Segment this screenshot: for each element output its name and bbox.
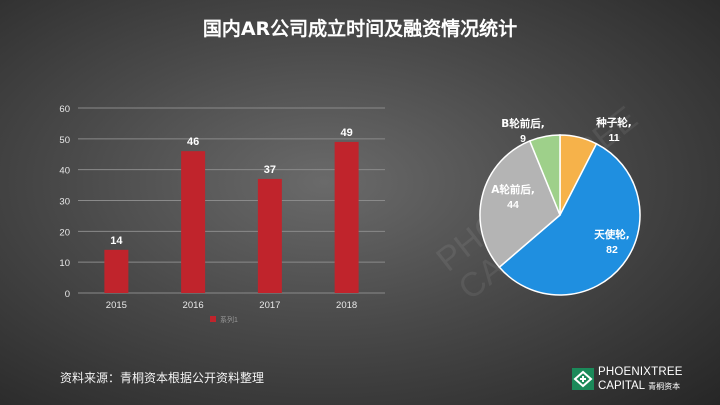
y-tick-label: 0	[65, 289, 70, 300]
x-tick-label: 2018	[336, 300, 357, 311]
pie-slice	[528, 134, 561, 216]
bar-value-label: 49	[341, 127, 353, 139]
x-tick-label: 2016	[183, 300, 204, 311]
bar-value-label: 46	[187, 136, 199, 148]
y-tick-label: 20	[59, 227, 70, 238]
pie-value-label: 9	[520, 133, 526, 145]
pie-label: 种子轮,	[595, 116, 632, 129]
legend-label: 系列1	[220, 315, 238, 324]
bar	[257, 178, 282, 293]
y-tick-label: 50	[59, 135, 70, 146]
bar-value-label: 37	[264, 164, 276, 176]
bar-value-label: 14	[110, 235, 123, 247]
y-tick-label: 10	[59, 258, 70, 269]
pie-value-label: 11	[608, 132, 619, 144]
bar	[181, 151, 206, 293]
pie-label: B轮前后,	[501, 117, 545, 130]
pie-label: 天使轮,	[594, 228, 630, 241]
brand-logo: PHOENIXTREE CAPITAL 青桐资本	[572, 364, 702, 394]
legend-swatch	[210, 316, 216, 322]
bar	[334, 141, 359, 293]
brand-name-line2: CAPITAL 青桐资本	[598, 380, 681, 392]
x-tick-label: 2017	[259, 300, 280, 311]
pie-slice	[498, 142, 641, 296]
y-tick-label: 30	[59, 197, 70, 208]
source-note: 资料来源：青桐资本根据公开资料整理	[60, 371, 265, 385]
y-tick-label: 60	[59, 104, 70, 115]
pie-value-label: 82	[606, 244, 618, 256]
pie-label: A轮前后,	[491, 183, 535, 196]
pie-value-label: 44	[507, 199, 519, 211]
brand-name-line1: PHOENIXTREE	[598, 366, 683, 378]
phoenixtree-logo-icon	[572, 368, 594, 390]
pie-slice	[479, 139, 561, 269]
bar	[104, 249, 129, 293]
y-tick-label: 40	[59, 166, 70, 177]
page-title: 国内AR公司成立时间及融资情况统计	[202, 18, 518, 40]
x-tick-label: 2015	[106, 300, 127, 311]
